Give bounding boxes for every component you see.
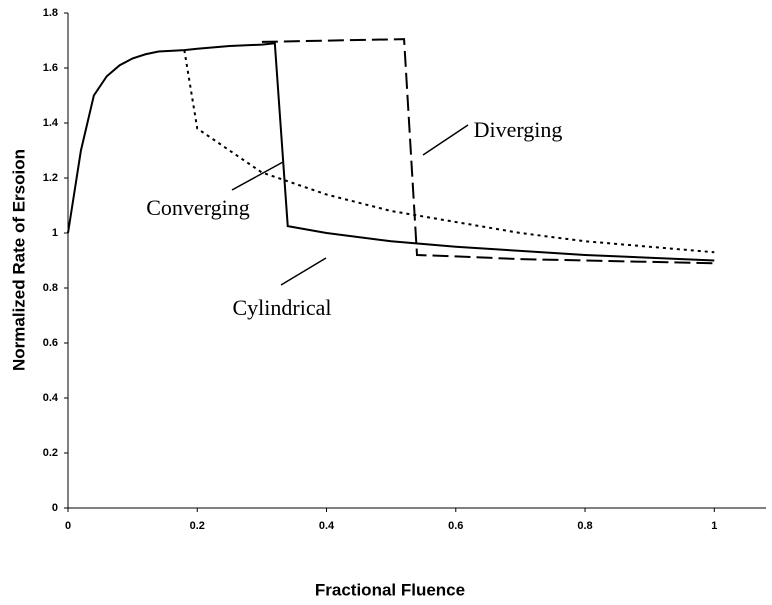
x-tick-label: 1 [711, 520, 717, 532]
x-tick-label: 0.2 [190, 520, 205, 532]
y-tick-label: 0.6 [43, 337, 58, 349]
y-tick-label: 1.2 [43, 172, 58, 184]
x-tick-label: 0.4 [319, 520, 335, 532]
series-line [261, 38, 715, 265]
leader-line [231, 161, 284, 191]
y-tick-label: 1.4 [43, 117, 59, 129]
y-axis-label: Normalized Rate of Ersoion [9, 149, 28, 371]
y-tick-label: 0.8 [43, 282, 58, 294]
series-annotation: Converging [146, 195, 249, 220]
y-tick-label: 1 [52, 227, 58, 239]
y-tick-label: 0.2 [43, 447, 58, 459]
x-tick-label: 0.6 [448, 520, 463, 532]
series-line [183, 49, 715, 254]
series-annotation: Diverging [474, 117, 563, 142]
leader-line [280, 257, 327, 286]
x-tick-label: 0.8 [577, 520, 592, 532]
x-axis-label: Fractional Fluence [315, 580, 465, 599]
series-line [67, 42, 715, 262]
x-tick-label: 0 [65, 520, 71, 532]
series-annotation: Cylindrical [233, 295, 332, 320]
y-tick-label: 0 [52, 502, 58, 514]
y-tick-label: 1.8 [43, 7, 58, 19]
y-tick-label: 0.4 [43, 392, 59, 404]
y-tick-label: 1.6 [43, 62, 58, 74]
leader-line [422, 124, 469, 156]
